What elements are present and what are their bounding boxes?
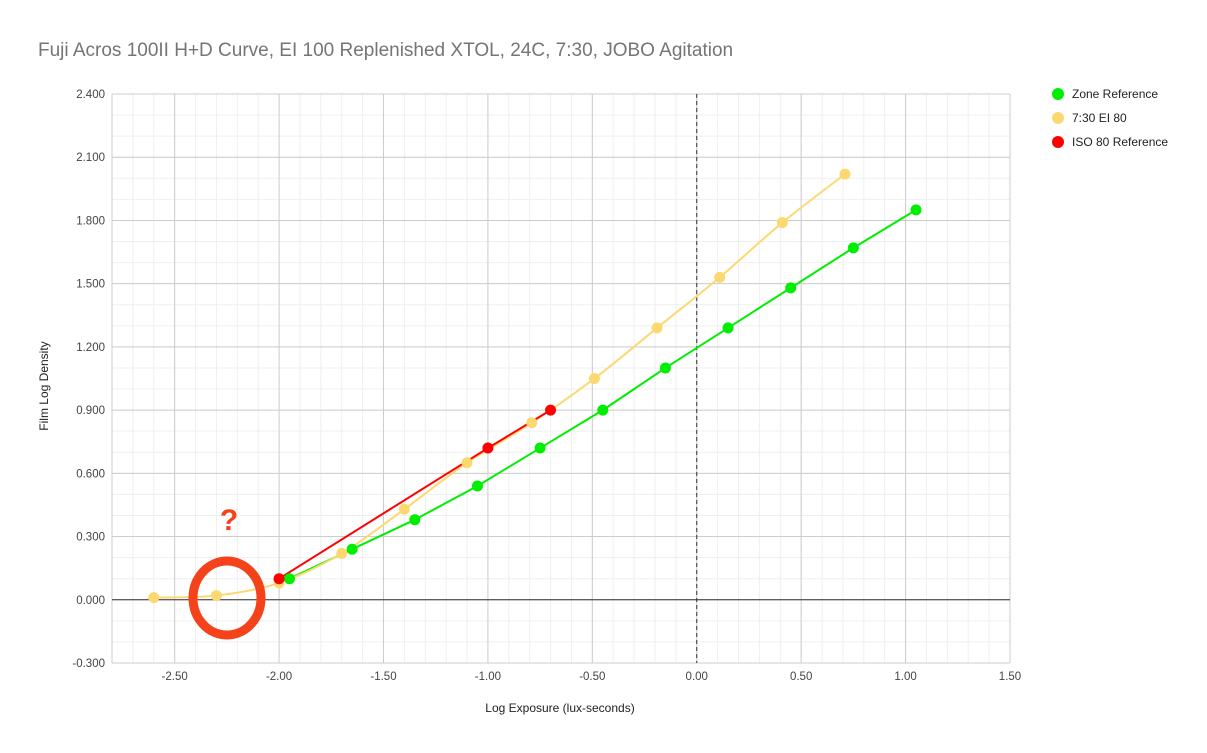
axes (112, 94, 1010, 663)
y-tick-label: 0.900 (76, 405, 105, 417)
data-point (545, 404, 557, 416)
highlight-circle-annotation (188, 556, 266, 640)
data-point (471, 480, 483, 492)
y-tick-label: 0.600 (76, 468, 105, 480)
y-tick-label: 0.300 (76, 532, 105, 544)
legend-label: 7:30 EI 80 (1072, 111, 1127, 125)
data-point (659, 362, 671, 374)
data-point (398, 503, 410, 515)
annotations: ? (188, 504, 266, 640)
x-tick-label: -1.00 (475, 671, 501, 683)
data-point (588, 373, 600, 384)
data-point (346, 543, 358, 555)
legend-label: Zone Reference (1072, 87, 1158, 101)
legend-marker (1052, 136, 1064, 148)
data-point (482, 442, 494, 454)
legend-label: ISO 80 Reference (1072, 135, 1168, 149)
x-tick-label: 0.00 (686, 671, 708, 683)
data-point (284, 573, 296, 585)
tick-labels: -2.50 -2.00 -1.50 -1.00 -0.50 0.00 0.50 1.00 1.5… (72, 89, 1021, 683)
data-point (776, 217, 788, 229)
legend-item[interactable]: ISO 80 Reference (1052, 135, 1168, 149)
question-mark-annotation: ? (220, 504, 238, 537)
x-tick-label: 0.50 (790, 671, 812, 683)
data-point (839, 168, 851, 180)
data-point (273, 573, 285, 585)
data-point (336, 547, 348, 559)
y-tick-label: 1.500 (76, 279, 105, 291)
data-point (597, 404, 609, 416)
y-tick-label: 0.000 (76, 595, 105, 607)
data-point (651, 322, 663, 334)
y-tick-label: 1.800 (76, 215, 105, 227)
y-tick-label: 1.200 (76, 342, 105, 354)
series-lines (153, 173, 917, 599)
x-axis-label: Log Exposure (lux-seconds) (485, 701, 634, 715)
x-tick-label: 1.50 (999, 671, 1021, 683)
data-point (785, 282, 797, 294)
legend[interactable]: Zone Reference 7:30 EI 80 ISO 80 Reference (1052, 87, 1168, 149)
data-point (722, 322, 734, 334)
series-points (148, 168, 922, 604)
data-point (409, 514, 421, 526)
data-point (526, 417, 538, 429)
x-tick-label: -1.50 (370, 671, 396, 683)
x-tick-label: -0.50 (579, 671, 605, 683)
legend-marker (1052, 88, 1064, 100)
x-tick-label: -2.00 (266, 671, 292, 683)
legend-item[interactable]: Zone Reference (1052, 87, 1158, 101)
y-tick-label: -0.300 (72, 658, 105, 670)
x-tick-label: 1.00 (894, 671, 916, 683)
y-tick-label: 2.400 (76, 89, 105, 101)
data-point (210, 590, 222, 602)
data-point (461, 457, 473, 469)
x-tick-label: -2.50 (162, 671, 188, 683)
legend-item[interactable]: 7:30 EI 80 (1052, 111, 1127, 125)
y-axis-label: Film Log Density (37, 341, 51, 430)
y-tick-label: 2.100 (76, 152, 105, 164)
chart-title: Fuji Acros 100II H+D Curve, EI 100 Reple… (38, 40, 733, 61)
data-point (148, 592, 160, 604)
data-point (534, 442, 546, 454)
data-point (847, 242, 859, 254)
data-point (714, 271, 726, 283)
data-point (910, 204, 922, 216)
series-line-1 (153, 173, 846, 599)
grid (111, 93, 1011, 664)
legend-marker (1052, 112, 1064, 124)
